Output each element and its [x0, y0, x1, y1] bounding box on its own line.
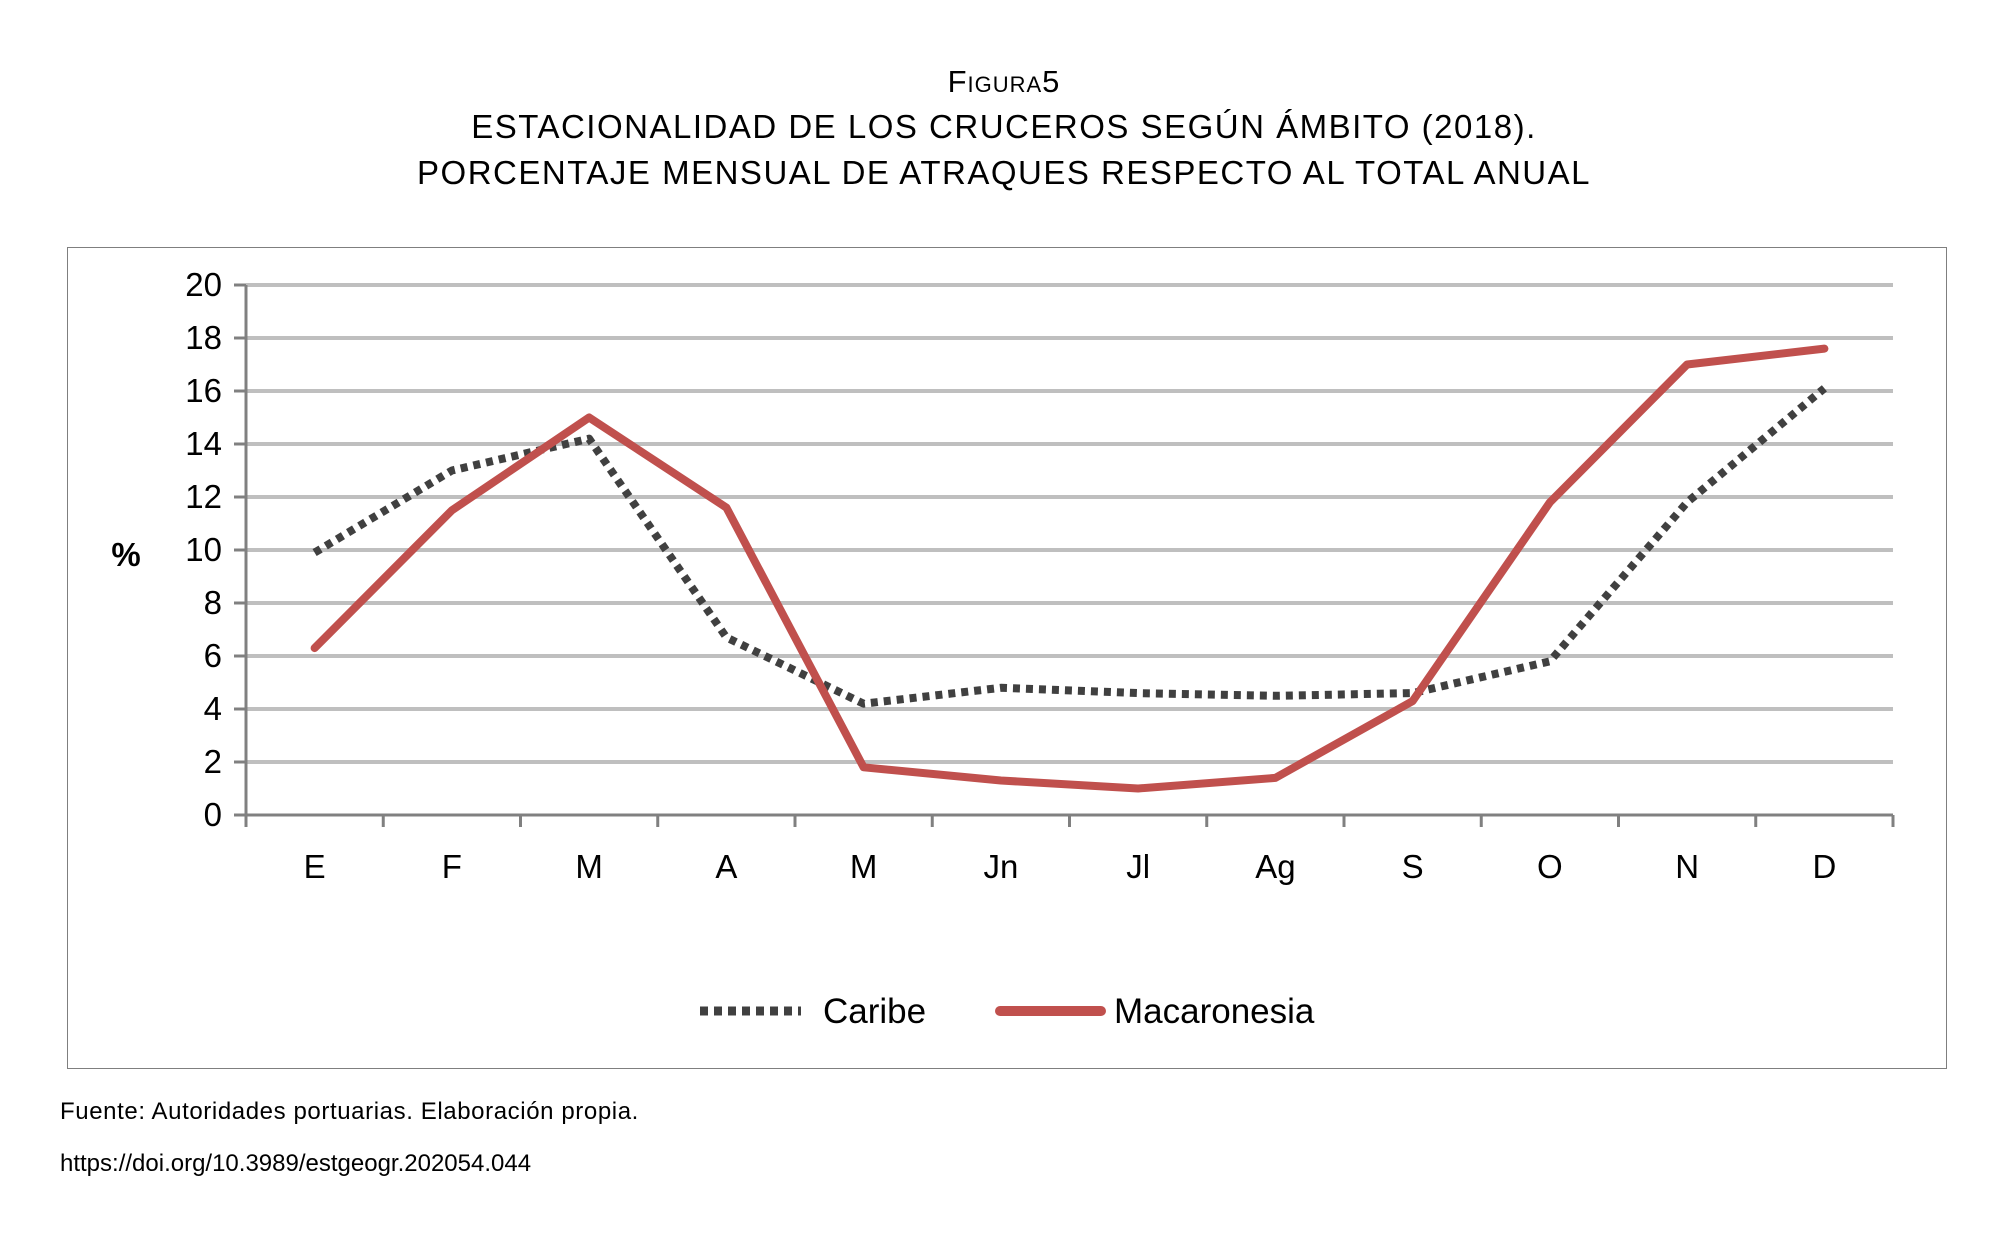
x-tick-labels: E F M A M Jn Jl Ag S O N D — [304, 848, 1837, 885]
chart-title-line-1: ESTACIONALIDAD DE LOS CRUCEROS SEGÚN ÁMB… — [471, 108, 1537, 145]
chart-frame: 0 2 4 6 8 10 12 14 16 18 20 E F M A M Jn Jl Ag S O N D % Cari… — [67, 247, 1947, 1069]
y-tick-label: 12 — [185, 478, 222, 515]
data-point-caribe — [1137, 692, 1139, 694]
y-tick-label: 20 — [185, 266, 222, 303]
x-tick-label: Jl — [1126, 848, 1150, 885]
data-point-macaronesia — [1412, 700, 1414, 702]
series-line-caribe — [312, 385, 1827, 708]
x-tick-label: Jn — [983, 848, 1018, 885]
data-point-caribe — [1823, 387, 1825, 389]
legend-label-caribe: Caribe — [823, 992, 926, 1031]
y-tick-label: 0 — [204, 796, 222, 833]
data-point-macaronesia — [1137, 788, 1139, 790]
data-point-macaronesia — [1549, 501, 1551, 503]
y-tick-label: 10 — [185, 531, 222, 568]
data-point-macaronesia — [1274, 777, 1276, 779]
source-note: Fuente: Autoridades portuarias. Elaborac… — [60, 1098, 639, 1125]
data-point-macaronesia — [451, 509, 453, 511]
y-axis-label: % — [111, 536, 140, 573]
x-tick-label: E — [304, 848, 326, 885]
data-point-caribe — [1274, 695, 1276, 697]
axes — [234, 283, 1895, 827]
data-point-caribe — [588, 438, 590, 440]
data-point-macaronesia — [1686, 364, 1688, 366]
legend-label-macaronesia: Macaronesia — [1114, 992, 1315, 1031]
data-point-caribe — [863, 703, 865, 705]
data-point-macaronesia — [725, 507, 727, 509]
data-point-caribe — [451, 470, 453, 472]
x-tick-label: N — [1675, 848, 1699, 885]
data-point-macaronesia — [588, 417, 590, 419]
data-point-caribe — [725, 636, 727, 638]
data-point-macaronesia — [863, 766, 865, 768]
chart-title-block: Figura5 ESTACIONALIDAD DE LOS CRUCEROS S… — [0, 60, 2008, 196]
x-tick-label: O — [1537, 848, 1563, 885]
y-tick-label: 4 — [204, 690, 222, 727]
line-chart: 0 2 4 6 8 10 12 14 16 18 20 E F M A M Jn Jl Ag S O N D % Cari… — [111, 266, 1895, 1031]
gridlines — [246, 283, 1893, 764]
y-tick-label: 8 — [204, 584, 222, 621]
data-point-caribe — [1000, 687, 1002, 689]
x-tick-label: D — [1812, 848, 1836, 885]
doi-link[interactable]: https://doi.org/10.3989/estgeogr.202054.… — [60, 1150, 532, 1177]
x-tick-label: A — [715, 848, 737, 885]
x-tick-label: S — [1402, 848, 1424, 885]
y-tick-labels: 0 2 4 6 8 10 12 14 16 18 20 — [185, 266, 222, 833]
series-lines — [310, 344, 1829, 793]
data-point-caribe — [314, 552, 316, 554]
figure-label: Figura5 — [947, 64, 1061, 99]
x-tick-label: Ag — [1255, 848, 1295, 885]
x-tick-label: F — [442, 848, 462, 885]
data-point-macaronesia — [1000, 780, 1002, 782]
x-tick-label: M — [850, 848, 878, 885]
y-tick-label: 14 — [185, 425, 222, 462]
data-point-macaronesia — [314, 647, 316, 649]
data-point-caribe — [1549, 660, 1551, 662]
y-tick-label: 2 — [204, 743, 222, 780]
data-point-caribe — [1686, 501, 1688, 503]
y-tick-label: 6 — [204, 637, 222, 674]
x-tick-label: M — [575, 848, 603, 885]
y-tick-label: 18 — [185, 319, 222, 356]
data-point-macaronesia — [1823, 348, 1825, 350]
y-tick-label: 16 — [185, 372, 222, 409]
legend: Caribe Macaronesia — [700, 992, 1315, 1031]
chart-title-line-2: PORCENTAJE MENSUAL DE ATRAQUES RESPECTO … — [417, 154, 1591, 191]
series-line-macaronesia — [310, 344, 1829, 793]
